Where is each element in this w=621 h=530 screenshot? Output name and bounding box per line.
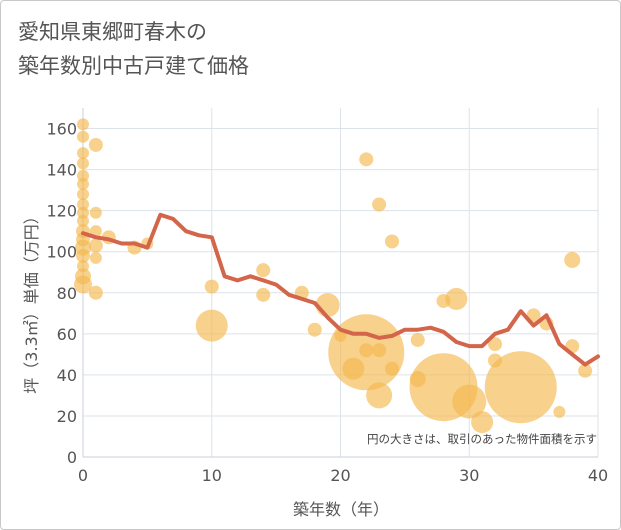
data-bubble — [307, 322, 322, 337]
chart-title: 愛知県東郷町春木の 築年数別中古戸建て価格 — [18, 15, 249, 83]
x-tick-label: 20 — [330, 466, 350, 485]
x-tick-label: 10 — [202, 466, 222, 485]
y-axis-ticks: 0 20 40 60 80 100 120 140 160 — [46, 120, 77, 467]
data-bubble — [256, 287, 271, 302]
y-tick-label: 120 — [46, 202, 77, 221]
data-bubble — [89, 225, 102, 238]
x-tick-label: 30 — [459, 466, 479, 485]
data-bubble — [452, 384, 487, 419]
data-bubble — [89, 251, 102, 264]
x-axis-title: 築年数（年） — [293, 500, 389, 519]
y-tick-label: 140 — [46, 161, 77, 180]
y-tick-label: 20 — [57, 407, 77, 426]
bubble-size-note: 円の大きさは、取引のあった物件面積を示す — [367, 432, 597, 446]
data-bubble — [372, 197, 387, 212]
data-bubble — [77, 198, 89, 211]
data-bubble — [372, 343, 387, 358]
y-tick-label: 80 — [57, 284, 77, 303]
y-tick-label: 100 — [46, 243, 77, 262]
chart-title-line-2: 築年数別中古戸建て価格 — [18, 54, 249, 78]
data-bubble — [77, 118, 89, 131]
data-bubble — [88, 285, 103, 300]
data-bubble — [385, 234, 399, 249]
data-bubble — [564, 251, 581, 268]
data-bubble — [77, 177, 89, 190]
trend-line — [81, 212, 600, 367]
y-tick-label: 40 — [57, 366, 77, 385]
data-bubble — [77, 169, 89, 182]
y-tick-label: 160 — [46, 120, 77, 139]
data-bubble — [76, 248, 90, 263]
data-bubble — [359, 152, 374, 167]
x-tick-label: 40 — [588, 466, 608, 485]
data-bubble — [88, 137, 103, 152]
data-bubble — [77, 206, 89, 219]
data-bubble — [77, 130, 89, 143]
data-bubble — [445, 287, 468, 310]
data-bubble — [578, 363, 593, 378]
chart-title-line-1: 愛知県東郷町春木の — [18, 20, 207, 44]
y-tick-label: 60 — [57, 325, 77, 344]
x-tick-label: 0 — [78, 466, 88, 485]
data-bubble — [488, 337, 502, 352]
data-bubble — [77, 214, 89, 227]
data-bubble — [484, 351, 557, 424]
data-bubble — [256, 263, 271, 278]
data-bubble — [410, 332, 425, 347]
data-bubble — [88, 238, 103, 253]
y-tick-label: 0 — [67, 448, 77, 467]
data-bubble — [204, 279, 219, 294]
data-bubble — [77, 157, 89, 170]
data-bubble — [359, 343, 374, 358]
data-bubble — [366, 382, 393, 409]
data-bubble — [77, 188, 89, 201]
data-bubble — [74, 275, 92, 294]
x-axis-ticks: 0 10 20 30 40 — [78, 466, 608, 485]
data-bubble — [195, 309, 228, 342]
data-bubble — [385, 361, 399, 376]
data-bubble — [89, 206, 102, 219]
y-axis-title: 坪（3.3㎡）単価（万円） — [22, 208, 41, 393]
data-bubble — [471, 411, 494, 434]
data-bubble — [553, 405, 566, 418]
data-bubble — [77, 147, 89, 160]
trend-line-layer — [81, 212, 600, 367]
